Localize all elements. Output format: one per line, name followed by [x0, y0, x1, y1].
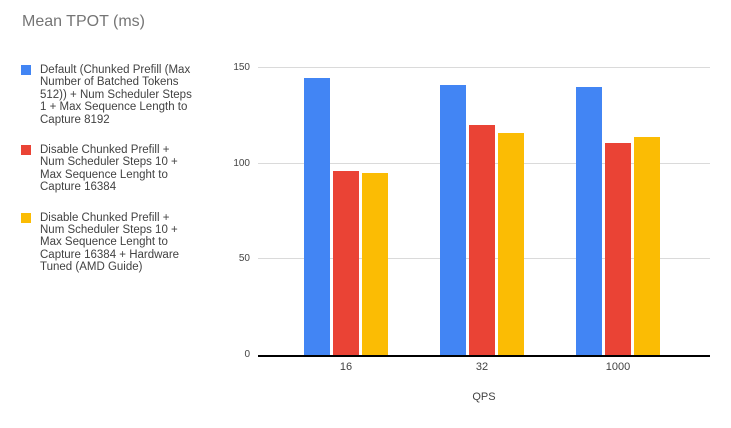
bar-series2-qps16: [362, 173, 388, 355]
bar-group-16: [304, 77, 388, 355]
bar-group-1000: [576, 87, 660, 355]
legend-swatch-icon: [21, 212, 31, 223]
bar-series0-qps32: [440, 85, 466, 355]
legend-label-line: Max Sequence Lenght to: [40, 236, 168, 249]
bar-series1-qps16: [333, 171, 359, 355]
bar-series1-qps1000: [605, 142, 631, 355]
bar-series0-qps1000: [576, 87, 602, 355]
legend-label-line: Default (Chunked Prefill (Max: [40, 64, 191, 76]
legend-label-line: Number of Batched Tokens: [40, 76, 179, 89]
legend-label-line: Tuned (AMD Guide): [40, 261, 143, 274]
bar-group-32: [440, 85, 524, 355]
legend-label-line: Max Sequence Lenght to: [40, 168, 168, 181]
legend: Default (Chunked Prefill (Max Number of B…: [21, 64, 221, 292]
x-tick-label-1000: 1000: [605, 361, 631, 373]
legend-label-line: Capture 16384 + Hardware: [40, 248, 180, 261]
legend-label: Disable Chunked Prefill + Num Scheduler S…: [40, 212, 179, 274]
legend-label-line: Capture 8192: [40, 113, 110, 126]
legend-swatch-icon: [21, 145, 31, 156]
legend-label-line: Disable Chunked Prefill +: [40, 211, 170, 224]
legend-item-1: Disable Chunked Prefill + Num Scheduler S…: [21, 144, 221, 194]
y-tick-label-150: 150: [233, 62, 250, 73]
legend-label-line: 1 + Max Sequence Length to: [40, 101, 188, 114]
legend-label: Default (Chunked Prefill (Max Number of B…: [40, 64, 192, 126]
legend-label-line: 512)) + Num Scheduler Steps: [40, 88, 192, 101]
x-tick-label-32: 32: [475, 361, 489, 373]
legend-item-0: Default (Chunked Prefill (Max Number of B…: [21, 64, 221, 126]
bar-series2-qps1000: [634, 136, 660, 355]
legend-label-line: Num Scheduler Steps 10 +: [40, 224, 178, 237]
gridline-150: [258, 67, 710, 68]
legend-label-line: Capture 16384: [40, 181, 117, 194]
chart-title: Mean TPOT (ms): [22, 13, 145, 30]
legend-swatch-icon: [21, 65, 31, 75]
bar-series0-qps16: [304, 77, 330, 355]
bar-series1-qps32: [469, 125, 495, 355]
y-tick-label-100: 100: [233, 157, 250, 169]
y-tick-label-50: 50: [238, 253, 250, 265]
x-tick-label-16: 16: [339, 361, 353, 373]
x-axis-title: QPS: [472, 391, 496, 403]
bar-series2-qps32: [498, 133, 524, 355]
legend-label-line: Disable Chunked Prefill +: [40, 144, 170, 157]
plot-area: 0 50 100 150 16 32 1000: [233, 58, 710, 373]
legend-item-2: Disable Chunked Prefill + Num Scheduler S…: [21, 212, 221, 274]
legend-label-line: Num Scheduler Steps 10 +: [40, 156, 178, 169]
y-tick-label-0: 0: [244, 349, 250, 360]
legend-label: Disable Chunked Prefill + Num Scheduler S…: [40, 144, 178, 194]
